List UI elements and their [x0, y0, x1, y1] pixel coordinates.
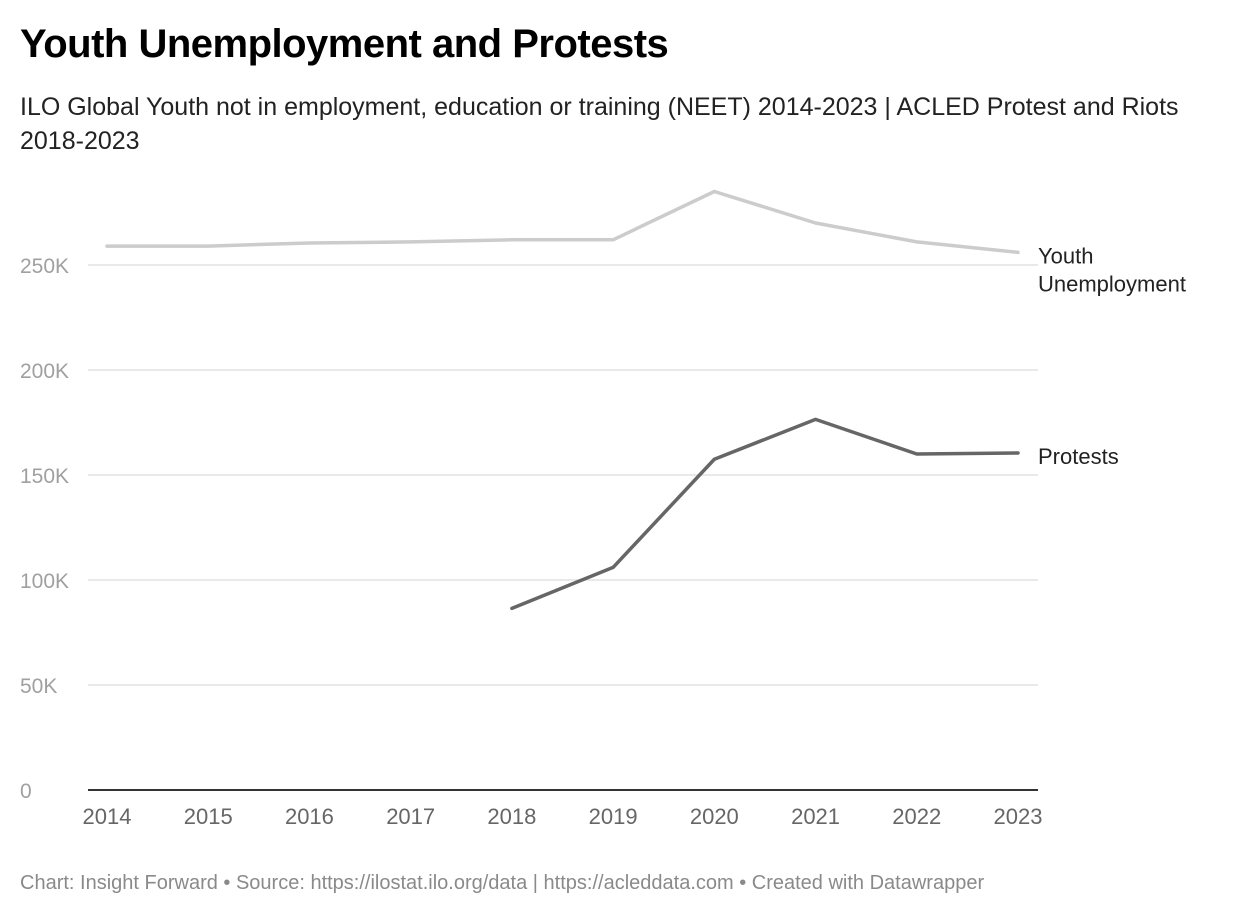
series-line-protests [510, 417, 1020, 611]
y-tick-label: 50K [20, 675, 57, 698]
axes: 0 50K 100K 150K 200K 250K 2014 2015 2016 2017 2018… [20, 255, 1042, 829]
y-tick-label: 100K [20, 570, 69, 593]
x-tick-label: 2022 [892, 804, 941, 829]
x-tick-label: 2016 [285, 804, 334, 829]
x-tick-label: 2017 [386, 804, 435, 829]
y-tick-label: 0 [20, 780, 32, 803]
x-tick-label: 2023 [994, 804, 1043, 829]
x-tick-label: 2014 [83, 804, 132, 829]
gridlines [88, 264, 1038, 686]
y-tick-label: 200K [20, 360, 69, 383]
series-labels: Youth Unemployment Protests [1038, 243, 1186, 469]
chart-title: Youth Unemployment and Protests [20, 22, 669, 66]
y-tick-label: 150K [20, 465, 69, 488]
y-tick-label: 250K [20, 255, 69, 278]
series-label-youth-unemployment: Youth Unemployment [1038, 243, 1186, 296]
x-tick-label: 2018 [487, 804, 536, 829]
x-tick-label: 2015 [184, 804, 233, 829]
series-label-protests: Protests [1038, 444, 1119, 469]
chart-subtitle: ILO Global Youth not in employment, educ… [20, 93, 1179, 155]
x-tick-label: 2020 [690, 804, 739, 829]
chart-footer: Chart: Insight Forward • Source: https:/… [20, 872, 985, 894]
x-tick-label: 2021 [791, 804, 840, 829]
x-tick-label: 2019 [589, 804, 638, 829]
series-lines [105, 189, 1020, 611]
series-line-youth-unemployment [105, 189, 1020, 255]
